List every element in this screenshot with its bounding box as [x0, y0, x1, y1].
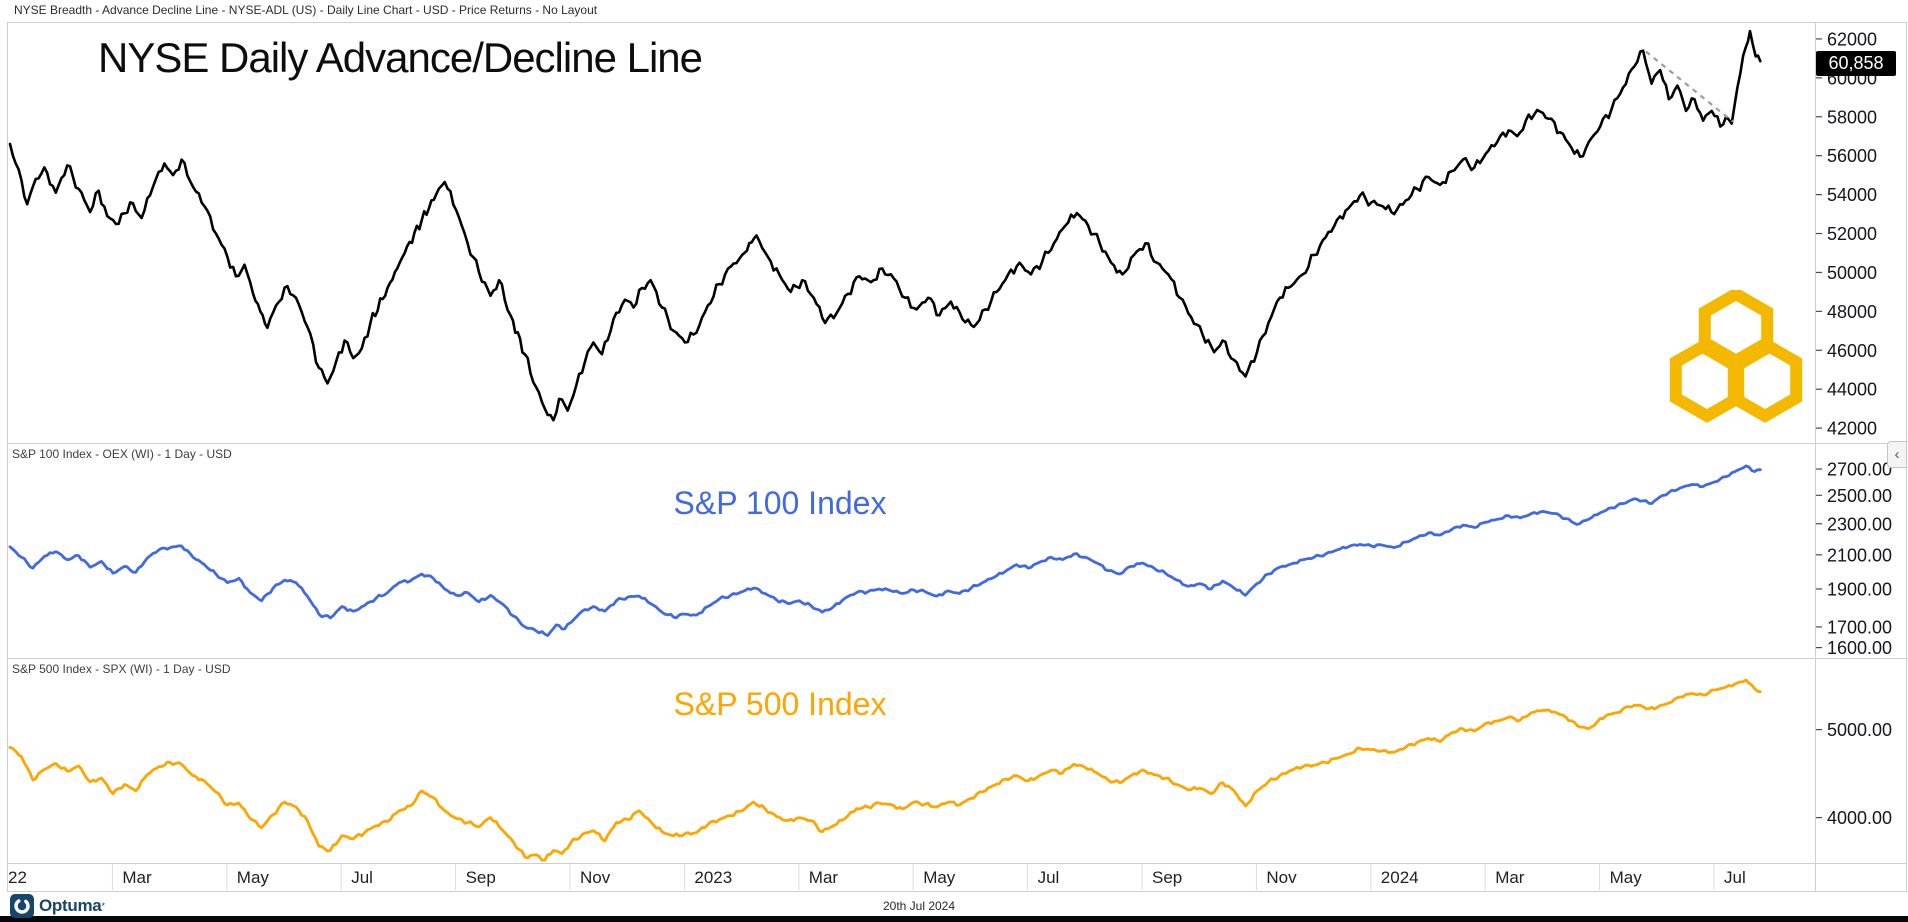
- svg-text:5000.00: 5000.00: [1827, 720, 1892, 740]
- oex-center-label[interactable]: S&P 100 Index: [673, 485, 887, 521]
- svg-text:48000: 48000: [1827, 302, 1877, 322]
- chevron-left-icon: ‹: [1894, 446, 1900, 463]
- svg-text:Mar: Mar: [809, 868, 839, 887]
- adl-last-price-tag: 60,858: [1816, 51, 1896, 76]
- xaxis-border-bottom: [7, 891, 1907, 892]
- svg-text:May: May: [923, 868, 956, 887]
- svg-text:4000.00: 4000.00: [1827, 808, 1892, 828]
- svg-text:2300.00: 2300.00: [1827, 514, 1892, 534]
- svg-text:Nov: Nov: [1266, 868, 1297, 887]
- spx-price-axis[interactable]: [1815, 658, 1906, 863]
- panel-border-top: [7, 22, 1907, 23]
- frame-border-left: [7, 22, 8, 891]
- svg-text:46000: 46000: [1827, 341, 1877, 361]
- svg-text:54000: 54000: [1827, 185, 1877, 205]
- window-titlebar[interactable]: NYSE Breadth - Advance Decline Line - NY…: [0, 0, 1908, 21]
- trademark-mark: *: [101, 901, 105, 911]
- adl-chart-canvas[interactable]: 42000 44000 46000 48000 50000 52000 54000 56000…: [0, 22, 1908, 443]
- svg-text:62000: 62000: [1827, 29, 1877, 49]
- footer-bar: [0, 916, 1908, 922]
- chart-date-label: 20th Jul 2024: [882, 899, 956, 913]
- svg-text:Jul: Jul: [1038, 868, 1060, 887]
- optuma-brand-text: Optuma: [39, 896, 102, 915]
- svg-text:42000: 42000: [1827, 419, 1877, 439]
- chart-title[interactable]: NYSE Daily Advance/Decline Line: [98, 34, 703, 81]
- adl-price-axis[interactable]: [1815, 22, 1906, 443]
- svg-text:May: May: [1610, 868, 1643, 887]
- svg-text:2100.00: 2100.00: [1827, 545, 1892, 565]
- oex-panel-header: S&P 100 Index - OEX (WI) - 1 Day - USD: [12, 447, 232, 461]
- svg-text:Sep: Sep: [1152, 868, 1182, 887]
- svg-text:Sep: Sep: [466, 868, 496, 887]
- window-title: NYSE Breadth - Advance Decline Line - NY…: [14, 3, 598, 17]
- svg-text:44000: 44000: [1827, 380, 1877, 400]
- spx-center-label[interactable]: S&P 500 Index: [673, 686, 887, 722]
- oex-price-axis[interactable]: [1815, 443, 1906, 658]
- svg-text:Nov: Nov: [580, 868, 611, 887]
- svg-text:22: 22: [8, 868, 27, 887]
- price-axis-border: [1815, 22, 1816, 891]
- svg-text:58000: 58000: [1827, 107, 1877, 127]
- collapse-panel-button[interactable]: ‹: [1887, 441, 1907, 468]
- optuma-brand: Optuma *: [10, 894, 105, 918]
- svg-text:2700.00: 2700.00: [1827, 460, 1892, 480]
- optuma-watermark-logo-icon: [1669, 290, 1803, 423]
- svg-text:52000: 52000: [1827, 224, 1877, 244]
- svg-text:50000: 50000: [1827, 263, 1877, 283]
- svg-text:Jul: Jul: [351, 868, 373, 887]
- time-axis[interactable]: 22 Mar May Jul Sep Nov 2023 Mar May Jul Sep Nov 2024…: [0, 863, 1908, 891]
- svg-text:1700.00: 1700.00: [1827, 617, 1892, 637]
- xaxis-border-top: [7, 863, 1907, 864]
- panel-divider-2: [7, 658, 1907, 659]
- svg-text:1900.00: 1900.00: [1827, 579, 1892, 599]
- svg-text:2023: 2023: [694, 868, 732, 887]
- panel-divider-1: [7, 443, 1907, 444]
- svg-text:1600.00: 1600.00: [1827, 638, 1892, 658]
- svg-text:56000: 56000: [1827, 146, 1877, 166]
- svg-text:May: May: [237, 868, 270, 887]
- svg-text:Mar: Mar: [122, 868, 152, 887]
- svg-text:2024: 2024: [1381, 868, 1419, 887]
- svg-text:Jul: Jul: [1724, 868, 1746, 887]
- optuma-logo-icon: [10, 894, 34, 918]
- svg-text:Mar: Mar: [1495, 868, 1525, 887]
- spx-chart-canvas[interactable]: 4000.00 5000.00: [0, 658, 1908, 863]
- svg-text:2500.00: 2500.00: [1827, 486, 1892, 506]
- spx-panel-header: S&P 500 Index - SPX (WI) - 1 Day - USD: [12, 662, 231, 676]
